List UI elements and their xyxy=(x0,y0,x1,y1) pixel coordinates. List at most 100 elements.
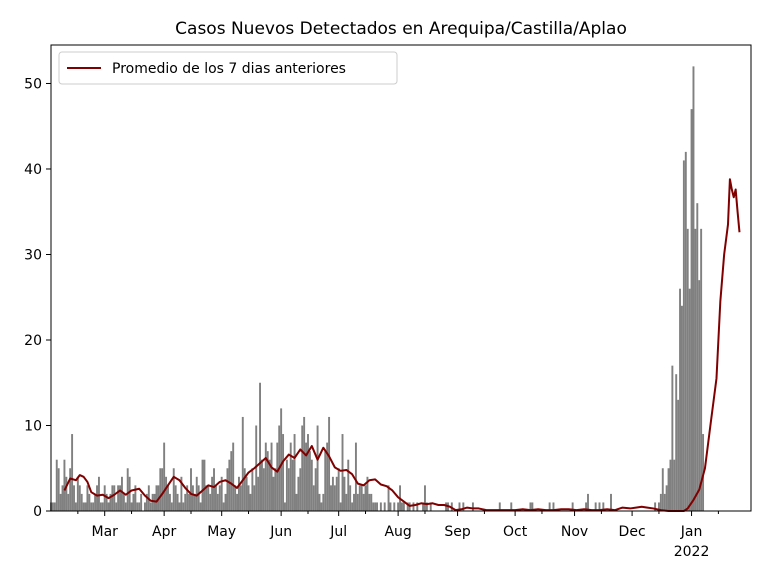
bar xyxy=(144,502,146,511)
bar xyxy=(673,459,676,511)
bar xyxy=(343,476,346,511)
bar xyxy=(111,485,114,511)
bar xyxy=(667,468,670,511)
bar xyxy=(243,468,246,511)
bar xyxy=(657,502,660,511)
bar xyxy=(151,493,154,511)
bar xyxy=(337,468,340,511)
bar xyxy=(686,228,689,511)
bar xyxy=(57,468,60,511)
bar xyxy=(548,502,551,511)
bar xyxy=(353,493,355,511)
bar xyxy=(345,493,348,511)
bar xyxy=(684,151,687,511)
bar xyxy=(230,451,233,511)
bar xyxy=(690,109,693,511)
bar xyxy=(328,416,331,511)
bar xyxy=(326,442,329,511)
bar xyxy=(354,442,357,511)
bar xyxy=(301,425,304,511)
bar xyxy=(245,476,248,511)
bar xyxy=(186,485,189,511)
x-tick-label: Aug xyxy=(384,524,411,540)
bar xyxy=(552,502,555,511)
bar xyxy=(176,493,179,511)
bar xyxy=(88,493,91,511)
bar xyxy=(688,288,691,511)
y-tick-label: 40 xyxy=(24,162,42,178)
bar xyxy=(184,493,187,511)
bar xyxy=(236,493,238,511)
bar xyxy=(216,493,219,511)
bar xyxy=(356,493,359,511)
bar xyxy=(349,485,352,511)
bar xyxy=(422,502,425,511)
bar xyxy=(84,502,87,511)
bar xyxy=(213,468,215,511)
bar xyxy=(594,502,597,511)
bar xyxy=(364,485,367,511)
x-tick-label: Jun xyxy=(269,524,292,540)
bar xyxy=(696,203,699,511)
bar xyxy=(253,485,256,511)
bar xyxy=(330,485,332,511)
y-tick-label: 0 xyxy=(33,504,42,520)
bar xyxy=(694,228,697,511)
bar xyxy=(360,485,363,511)
bar xyxy=(681,305,683,511)
bar xyxy=(374,502,377,511)
bar xyxy=(471,502,474,511)
bar xyxy=(69,468,72,511)
bar xyxy=(67,493,70,511)
bar xyxy=(529,502,532,511)
bar xyxy=(190,468,192,511)
bar xyxy=(55,459,58,511)
bar xyxy=(303,416,306,511)
bar xyxy=(675,374,678,511)
bar xyxy=(224,493,227,511)
bar xyxy=(312,485,315,511)
bar xyxy=(199,502,202,511)
bar xyxy=(207,485,210,511)
bar xyxy=(387,485,390,511)
plot-frame xyxy=(50,44,752,512)
bar xyxy=(316,425,319,511)
bar xyxy=(376,502,378,511)
bar xyxy=(222,502,225,511)
bar xyxy=(282,434,285,511)
bar xyxy=(128,476,131,511)
bar xyxy=(700,228,703,511)
bar xyxy=(214,485,217,511)
bar xyxy=(462,502,465,511)
bar xyxy=(272,476,275,511)
bar xyxy=(174,485,177,511)
bar xyxy=(335,476,338,511)
bar xyxy=(295,493,298,511)
bar xyxy=(598,502,601,511)
bar xyxy=(132,493,135,511)
line-layer xyxy=(63,178,741,512)
bar xyxy=(305,442,308,511)
bar xyxy=(136,502,139,511)
chart-title: Casos Nuevos Detectados en Arequipa/Cast… xyxy=(175,19,627,39)
axes-layer: 0 10 20 30 40 50 Mar Apr May Jun Jul Aug Sep Oct Nov De… xyxy=(24,44,752,560)
bar xyxy=(203,459,206,511)
bar xyxy=(393,502,396,511)
bar xyxy=(368,493,371,511)
bar xyxy=(510,502,513,511)
bar xyxy=(211,476,214,511)
bar xyxy=(293,434,296,511)
bar xyxy=(153,493,156,511)
bar xyxy=(119,485,121,511)
bar xyxy=(412,502,415,511)
bar xyxy=(247,485,250,511)
bar xyxy=(289,442,292,511)
bar xyxy=(585,502,588,511)
x-tick-label: Nov xyxy=(561,524,588,540)
bar xyxy=(266,451,269,511)
bar xyxy=(268,459,271,511)
bar xyxy=(379,502,382,511)
bar xyxy=(117,485,120,511)
bar xyxy=(197,485,200,511)
